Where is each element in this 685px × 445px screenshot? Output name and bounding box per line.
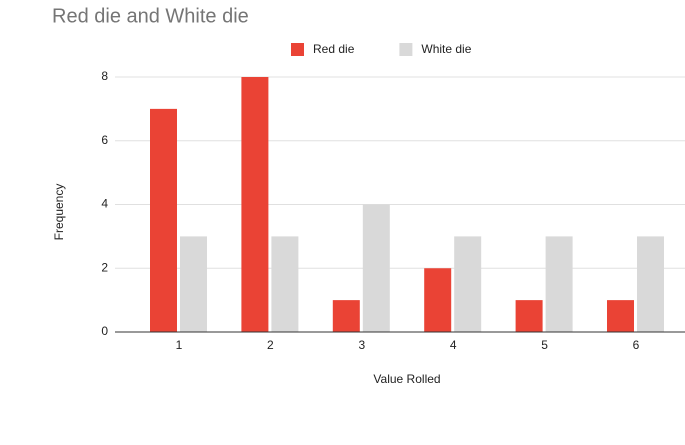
- y-tick-label: 2: [101, 260, 108, 274]
- legend-label: Red die: [313, 42, 355, 56]
- chart-title: Red die and White die: [52, 5, 249, 27]
- bar: [362, 204, 390, 332]
- bar: [637, 236, 664, 332]
- x-tick-label: 6: [633, 338, 640, 352]
- bar: [607, 300, 634, 332]
- bar: [424, 268, 452, 332]
- bar: [454, 236, 482, 332]
- y-tick-label: 8: [101, 69, 108, 83]
- bar: [180, 236, 207, 332]
- y-axis-label: Frequency: [52, 184, 66, 241]
- y-tick-label: 4: [101, 197, 108, 211]
- y-tick-label: 6: [101, 133, 108, 147]
- x-tick-label: 1: [176, 338, 183, 352]
- x-tick-label: 4: [450, 338, 457, 352]
- bar: [515, 300, 543, 332]
- legend-label: White die: [421, 42, 471, 56]
- x-tick-label: 2: [267, 338, 274, 352]
- x-tick-label: 3: [358, 338, 365, 352]
- legend-swatch: [399, 43, 413, 56]
- bar: [545, 236, 573, 332]
- legend-swatch: [291, 43, 304, 56]
- bar: [271, 236, 299, 332]
- bar: [150, 108, 177, 332]
- x-tick-label: 5: [541, 338, 548, 352]
- y-tick-label: 0: [101, 324, 108, 338]
- bar: [241, 77, 269, 332]
- bar: [332, 300, 360, 332]
- x-axis-label: Value Rolled: [373, 372, 440, 386]
